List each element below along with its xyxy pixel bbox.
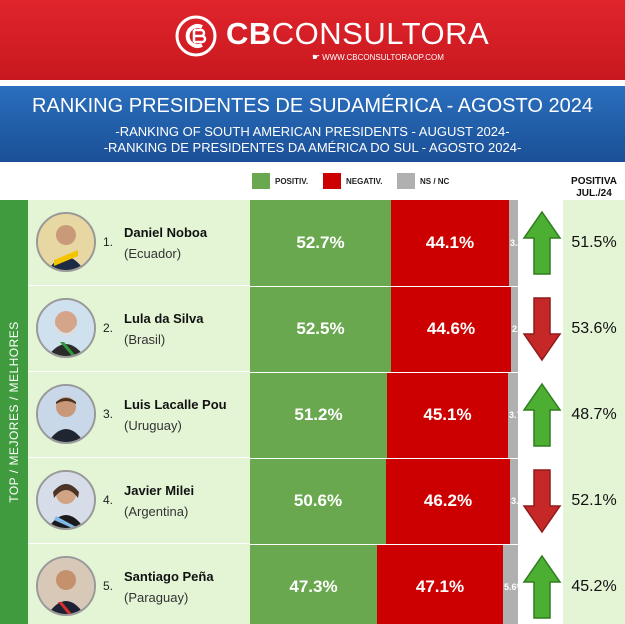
chart-title: RANKING PRESIDENTES DE SUDAMÉRICA - AGOS… bbox=[32, 95, 593, 117]
negative-bar: 45.1% bbox=[387, 372, 508, 458]
legend-swatch-positive bbox=[252, 173, 270, 189]
previous-positive-value: 45.2% bbox=[571, 578, 617, 595]
positive-bar: 52.5% bbox=[250, 286, 391, 372]
bar-value-label: 45.1% bbox=[423, 405, 472, 424]
legend-swatch-nsnc bbox=[397, 173, 415, 189]
up-arrow-icon bbox=[522, 210, 562, 275]
president-name: Luis Lacalle Pou bbox=[124, 397, 227, 412]
negative-bar: 47.1% bbox=[377, 544, 503, 624]
rank-label: 5. bbox=[103, 579, 114, 593]
president-country: (Uruguay) bbox=[124, 418, 182, 433]
rank-label: 4. bbox=[103, 493, 114, 507]
legend-label-positive: POSITIV. bbox=[275, 176, 309, 186]
negative-bar: 46.2% bbox=[386, 458, 510, 544]
person-icon bbox=[38, 386, 94, 442]
chart-subtitle-pt: -RANKING DE PRESIDENTES DA AMÉRICA DO SU… bbox=[103, 140, 522, 155]
avatar-milei bbox=[36, 470, 96, 530]
brand-url[interactable]: ☛ WWW.CBCONSULTORAOP.COM bbox=[312, 52, 444, 63]
previous-positive-value: 53.6% bbox=[571, 320, 617, 337]
avatar-noboa bbox=[36, 212, 96, 272]
row-separator bbox=[250, 286, 518, 287]
president-name: Santiago Peña bbox=[124, 569, 214, 584]
previous-positive-value: 52.1% bbox=[571, 492, 617, 509]
negative-bar: 44.6% bbox=[391, 286, 511, 372]
president-name: Lula da Silva bbox=[124, 311, 204, 326]
title-band: RANKING PRESIDENTES DE SUDAMÉRICA - AGOS… bbox=[0, 86, 625, 162]
chart-subtitle-en: -RANKING OF SOUTH AMERICAN PRESIDENTS - … bbox=[115, 124, 510, 139]
bar-value-label: 51.2% bbox=[294, 405, 343, 424]
previous-positive-value: 48.7% bbox=[571, 406, 617, 423]
brand-name-light: CONSULTORA bbox=[271, 16, 490, 51]
person-icon bbox=[38, 300, 94, 356]
person-icon bbox=[38, 472, 94, 528]
positive-bar: 51.2% bbox=[250, 372, 387, 458]
previous-month-column bbox=[563, 200, 625, 624]
president-country: (Argentina) bbox=[124, 504, 189, 519]
nsnc-bar: 5.6% bbox=[503, 544, 518, 624]
row-separator bbox=[250, 372, 518, 373]
bar-value-label: 52.7% bbox=[296, 233, 345, 252]
bar-value-label: 3.7% bbox=[509, 410, 518, 420]
president-name: Javier Milei bbox=[124, 483, 195, 498]
bar-value-label: 3.2% bbox=[510, 238, 518, 248]
row-separator bbox=[250, 544, 518, 545]
down-arrow-icon bbox=[522, 297, 562, 362]
positive-bar: 50.6% bbox=[250, 458, 386, 544]
avatar-pena bbox=[36, 556, 96, 616]
president-country: (Ecuador) bbox=[124, 246, 182, 261]
avatar-lacalle-pou bbox=[36, 384, 96, 444]
bar-value-label: 47.3% bbox=[289, 577, 338, 596]
bar-value-label: 3.2% bbox=[511, 496, 518, 506]
cursor-icon: ☛ bbox=[312, 52, 321, 62]
previous-positive-value: 51.5% bbox=[571, 234, 617, 251]
negative-bar: 44.1% bbox=[391, 200, 509, 286]
legend-positive: POSITIV. bbox=[252, 172, 308, 190]
down-arrow-icon bbox=[522, 469, 562, 534]
bar-value-label: 50.6% bbox=[293, 491, 343, 510]
brand-url-text: WWW.CBCONSULTORAOP.COM bbox=[322, 53, 444, 62]
up-arrow-icon bbox=[522, 554, 562, 619]
positive-bar: 52.7% bbox=[250, 200, 391, 286]
avatar-lula bbox=[36, 298, 96, 358]
rank-label: 3. bbox=[103, 407, 114, 421]
legend-label-negative: NEGATIV. bbox=[346, 176, 383, 186]
nsnc-bar: 3.7% bbox=[508, 372, 518, 458]
previous-header-line1: POSITIVA bbox=[571, 176, 617, 187]
bar-value-label: 52.5% bbox=[296, 319, 345, 338]
person-icon bbox=[38, 558, 94, 614]
rank-label: 2. bbox=[103, 321, 114, 335]
brand-name: CBCONSULTORA bbox=[226, 16, 489, 52]
legend-nsnc: NS / NC bbox=[397, 172, 449, 190]
nsnc-bar: 2.9% bbox=[511, 286, 518, 372]
previous-header-line2: JUL./24 bbox=[576, 188, 612, 199]
bar-value-label: 46.2% bbox=[423, 491, 473, 510]
bar-value-label: 47.1% bbox=[415, 577, 465, 596]
brand-header: CBCONSULTORA ☛ WWW.CBCONSULTORAOP.COM bbox=[0, 0, 625, 80]
bar-value-label: 2.9% bbox=[512, 324, 518, 334]
president-country: (Paraguay) bbox=[124, 590, 189, 605]
row-separator bbox=[250, 458, 518, 459]
brand-name-bold: CB bbox=[226, 16, 272, 51]
cb-logo-icon bbox=[175, 15, 217, 57]
previous-month-header: POSITIVA JUL./24 bbox=[563, 176, 625, 200]
president-name: Daniel Noboa bbox=[124, 225, 208, 240]
legend-negative: NEGATIV. bbox=[323, 172, 382, 190]
positive-bar: 47.3% bbox=[250, 544, 377, 624]
stacked-bars: 52.7% 44.1% 3.2% 52.5% 44.6% 2.9% 51.2% 45.1% 3.… bbox=[250, 200, 518, 624]
nsnc-bar: 3.2% bbox=[509, 200, 518, 286]
president-country: (Brasil) bbox=[124, 332, 166, 347]
bar-value-label: 44.1% bbox=[425, 233, 475, 252]
rank-label: 1. bbox=[103, 235, 114, 249]
legend-label-nsnc: NS / NC bbox=[420, 176, 450, 186]
bar-value-label: 5.6% bbox=[504, 582, 518, 592]
side-label: TOP / MEJORES / MELHORES bbox=[7, 321, 21, 503]
side-band bbox=[0, 200, 28, 624]
person-icon bbox=[38, 214, 94, 270]
up-arrow-icon bbox=[522, 382, 562, 447]
legend-swatch-negative bbox=[323, 173, 341, 189]
nsnc-bar: 3.2% bbox=[510, 458, 518, 544]
bar-value-label: 44.6% bbox=[426, 319, 476, 338]
